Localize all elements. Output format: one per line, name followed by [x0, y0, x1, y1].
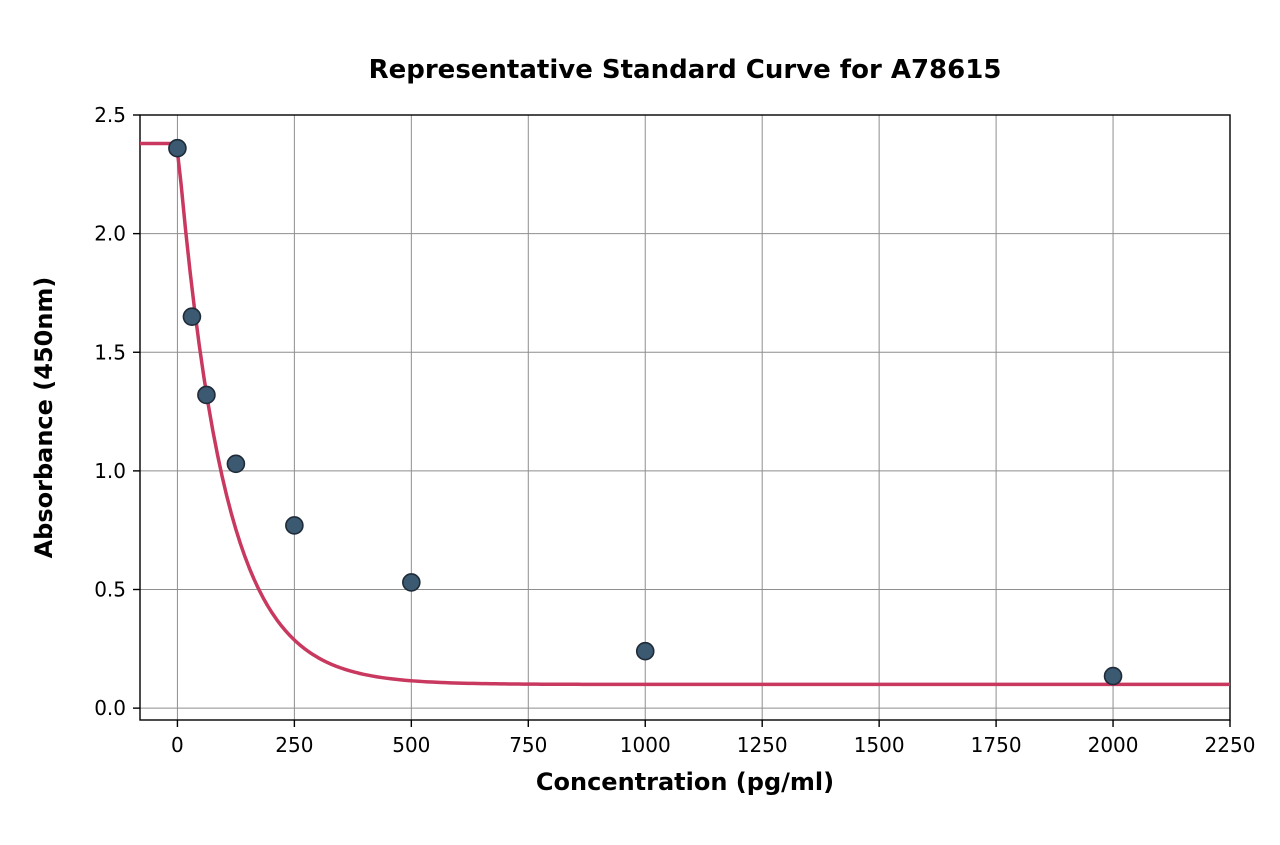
data-point: [227, 455, 244, 472]
data-point: [198, 386, 215, 403]
x-tick-label: 2000: [1088, 733, 1139, 757]
chart-title: Representative Standard Curve for A78615: [369, 55, 1002, 85]
y-tick-label: 1.0: [94, 459, 126, 483]
x-tick-label: 500: [392, 733, 430, 757]
y-tick-label: 2.5: [94, 103, 126, 127]
x-tick-label: 750: [509, 733, 547, 757]
y-tick-label: 0.0: [94, 696, 126, 720]
data-point: [637, 643, 654, 660]
y-tick-label: 2.0: [94, 222, 126, 246]
data-point: [183, 308, 200, 325]
x-tick-label: 250: [275, 733, 313, 757]
plot-area: [140, 115, 1230, 720]
x-tick-label: 2250: [1205, 733, 1256, 757]
standard-curve-chart: 0 250 500 750 1000 1250 1500 1750 2000 2250 0.0 0.5…: [0, 0, 1280, 845]
x-tick-label: 1750: [971, 733, 1022, 757]
x-tick-label: 1000: [620, 733, 671, 757]
data-point: [169, 140, 186, 157]
x-tick-label: 1250: [737, 733, 788, 757]
data-point: [403, 574, 420, 591]
y-axis-label: Absorbance (450nm): [30, 277, 58, 559]
data-point: [1105, 668, 1122, 685]
x-axis-label: Concentration (pg/ml): [536, 768, 834, 796]
data-point: [286, 517, 303, 534]
y-tick-label: 0.5: [94, 578, 126, 602]
x-tick-label: 0: [171, 733, 184, 757]
x-tick-label: 1500: [854, 733, 905, 757]
chart-container: 0 250 500 750 1000 1250 1500 1750 2000 2250 0.0 0.5…: [0, 0, 1280, 845]
y-tick-label: 1.5: [94, 340, 126, 364]
